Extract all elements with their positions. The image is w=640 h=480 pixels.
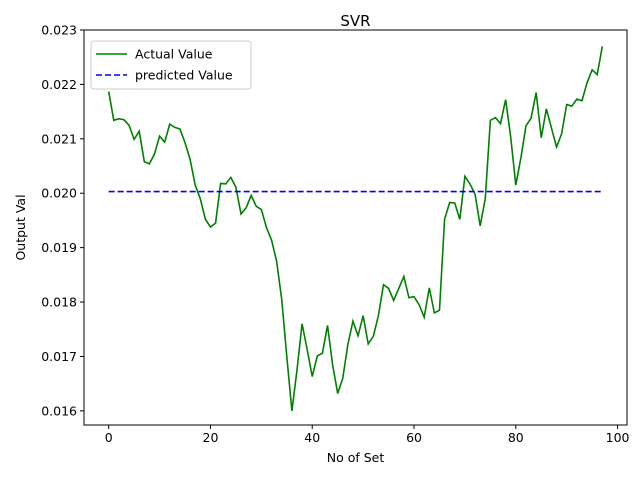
y-tick-label: 0.021 <box>41 131 77 146</box>
y-tick-label: 0.018 <box>41 295 77 310</box>
axes-frame <box>83 29 628 426</box>
x-tick-label: 20 <box>203 430 219 445</box>
x-tick-label: 40 <box>304 430 320 445</box>
y-tick-label: 0.017 <box>41 349 77 364</box>
x-tick-label: 80 <box>508 430 524 445</box>
y-axis-label: Output Val <box>13 194 28 260</box>
x-tick-label: 0 <box>105 430 113 445</box>
legend: Actual Value predicted Value <box>90 40 252 90</box>
y-tick-label: 0.023 <box>41 23 77 38</box>
x-axis: 0 20 40 60 80 100 <box>105 425 630 445</box>
x-tick-label: 60 <box>406 430 422 445</box>
x-tick-label: 100 <box>606 430 630 445</box>
legend-label: predicted Value <box>135 68 233 83</box>
y-tick-label: 0.016 <box>41 403 77 418</box>
series-line-actual-value <box>107 46 604 411</box>
x-axis-label: No of Set <box>327 450 385 465</box>
y-tick-label: 0.022 <box>41 77 77 92</box>
plot-area <box>107 46 604 411</box>
legend-box <box>90 40 252 90</box>
y-tick-label: 0.020 <box>41 186 77 201</box>
y-tick-label: 0.019 <box>41 240 77 255</box>
chart-title: SVR <box>340 12 370 30</box>
legend-label: Actual Value <box>135 47 213 62</box>
y-axis: 0.016 0.017 0.018 0.019 0.020 0.021 0.022 0.023 <box>41 23 84 418</box>
